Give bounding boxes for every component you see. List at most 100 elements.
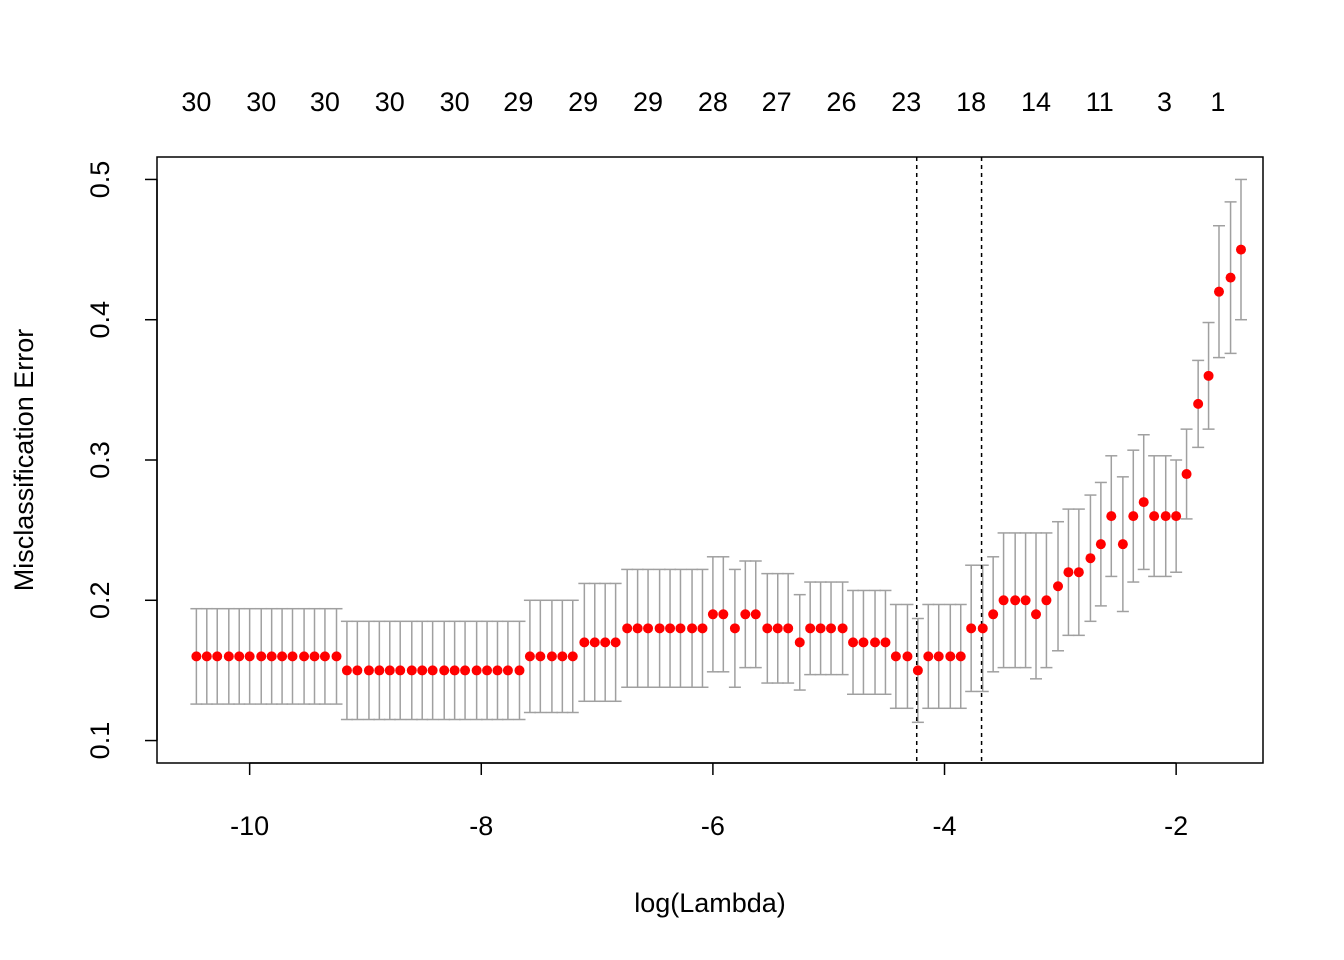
data-point bbox=[1213, 286, 1224, 297]
data-point bbox=[923, 651, 934, 662]
data-point bbox=[1053, 581, 1064, 592]
data-point bbox=[600, 637, 611, 648]
data-point bbox=[988, 609, 999, 620]
data-point bbox=[687, 623, 698, 634]
x-axis-label: log(Lambda) bbox=[634, 888, 786, 918]
y-tick-label: 0.3 bbox=[85, 441, 115, 479]
data-point bbox=[966, 623, 977, 634]
data-point bbox=[772, 623, 783, 634]
y-axis-label: Misclassification Error bbox=[9, 329, 39, 592]
top-axis-label: 29 bbox=[503, 87, 533, 117]
data-point bbox=[707, 609, 718, 620]
data-point bbox=[395, 665, 406, 676]
data-point bbox=[546, 651, 557, 662]
data-point bbox=[610, 637, 621, 648]
top-axis-label: 27 bbox=[762, 87, 792, 117]
data-point bbox=[870, 637, 881, 648]
top-axis-label: 30 bbox=[440, 87, 470, 117]
data-point bbox=[1085, 553, 1096, 564]
data-point bbox=[1073, 567, 1084, 578]
top-axis-label: 1 bbox=[1210, 87, 1225, 117]
data-point bbox=[331, 651, 342, 662]
data-point bbox=[902, 651, 913, 662]
data-point bbox=[406, 665, 417, 676]
data-point bbox=[1203, 370, 1214, 381]
y-axis: 0.1 0.2 0.3 0.4 0.5 bbox=[85, 161, 158, 760]
data-point bbox=[1128, 511, 1139, 522]
data-point bbox=[277, 651, 288, 662]
top-axis-label: 28 bbox=[698, 87, 728, 117]
y-tick-label: 0.2 bbox=[85, 582, 115, 620]
data-point bbox=[794, 637, 805, 648]
data-point bbox=[567, 651, 578, 662]
data-point bbox=[256, 651, 267, 662]
top-axis-label: 30 bbox=[310, 87, 340, 117]
data-point bbox=[1149, 511, 1160, 522]
data-point bbox=[1020, 595, 1031, 606]
data-point bbox=[266, 651, 277, 662]
data-point bbox=[1010, 595, 1021, 606]
data-point bbox=[439, 665, 450, 676]
top-axis-label: 3 bbox=[1157, 87, 1172, 117]
top-axis-label: 30 bbox=[375, 87, 405, 117]
top-axis-label: 30 bbox=[181, 87, 211, 117]
lambda-reference-lines bbox=[915, 157, 983, 763]
data-point bbox=[858, 637, 869, 648]
data-point bbox=[1225, 272, 1236, 283]
top-axis-label: 23 bbox=[891, 87, 921, 117]
error-bars bbox=[190, 178, 1247, 724]
data-point bbox=[557, 651, 568, 662]
data-point bbox=[955, 651, 966, 662]
top-axis-label: 26 bbox=[826, 87, 856, 117]
data-point bbox=[1235, 244, 1246, 255]
data-point bbox=[299, 651, 310, 662]
data-point bbox=[783, 623, 794, 634]
data-point bbox=[945, 651, 956, 662]
data-point bbox=[514, 665, 525, 676]
data-point bbox=[762, 623, 773, 634]
data-point bbox=[482, 665, 493, 676]
data-point bbox=[718, 609, 729, 620]
data-point bbox=[341, 665, 352, 676]
data-point bbox=[352, 665, 363, 676]
data-point bbox=[287, 651, 298, 662]
x-tick-label: -2 bbox=[1164, 811, 1188, 841]
data-point bbox=[244, 651, 255, 662]
data-point bbox=[826, 623, 837, 634]
top-axis-label: 14 bbox=[1021, 87, 1051, 117]
top-axis-label: 29 bbox=[633, 87, 663, 117]
data-point bbox=[880, 637, 891, 648]
data-point bbox=[977, 623, 988, 634]
data-point bbox=[675, 623, 686, 634]
data-point bbox=[1181, 469, 1192, 480]
data-point bbox=[998, 595, 1009, 606]
x-tick-label: -10 bbox=[230, 811, 269, 841]
data-point bbox=[212, 651, 223, 662]
data-point bbox=[729, 623, 740, 634]
data-point bbox=[815, 623, 826, 634]
data-point bbox=[374, 665, 385, 676]
data-point bbox=[1031, 609, 1042, 620]
data-point bbox=[1117, 539, 1128, 550]
data-point bbox=[632, 623, 643, 634]
data-point bbox=[1138, 497, 1149, 508]
data-point bbox=[417, 665, 428, 676]
data-point bbox=[191, 651, 202, 662]
top-axis-label: 18 bbox=[956, 87, 986, 117]
data-point bbox=[223, 651, 234, 662]
data-point bbox=[502, 665, 513, 676]
data-point bbox=[363, 665, 374, 676]
data-point bbox=[201, 651, 212, 662]
data-point bbox=[449, 665, 460, 676]
data-point bbox=[1041, 595, 1052, 606]
data-point bbox=[579, 637, 590, 648]
y-tick-label: 0.1 bbox=[85, 722, 115, 760]
top-axis-label: 30 bbox=[246, 87, 276, 117]
data-point bbox=[654, 623, 665, 634]
data-point bbox=[319, 651, 330, 662]
data-point bbox=[912, 665, 923, 676]
y-tick-label: 0.4 bbox=[85, 301, 115, 339]
data-point bbox=[643, 623, 654, 634]
data-point bbox=[1160, 511, 1171, 522]
